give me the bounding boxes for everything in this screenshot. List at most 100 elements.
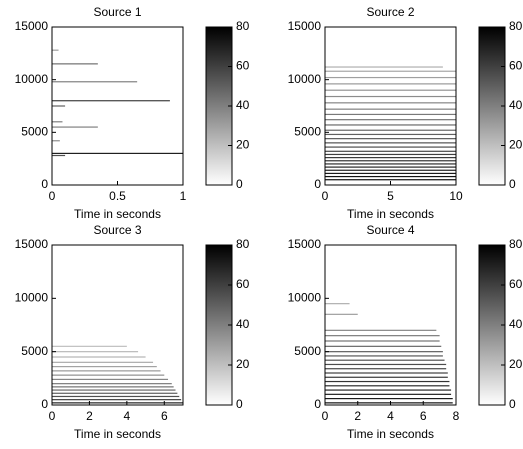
spectral-band xyxy=(325,340,440,342)
colorbar-tick-label: 80 xyxy=(236,19,250,33)
colorbar-tick-label: 80 xyxy=(509,237,523,251)
x-tick-label: 1 xyxy=(180,189,187,203)
plot-area xyxy=(325,27,456,185)
colorbar-tick-label: 20 xyxy=(236,357,250,371)
spectral-band xyxy=(325,385,450,387)
spectral-band xyxy=(52,370,161,372)
spectral-band xyxy=(52,351,139,353)
spectral-band xyxy=(52,140,60,142)
subplot-title: Source 1 xyxy=(93,5,141,19)
spectral-band xyxy=(325,380,450,383)
spectral-band xyxy=(325,335,440,337)
colorbar-tick-label: 0 xyxy=(509,177,516,191)
spectral-band xyxy=(325,363,447,366)
spectral-band xyxy=(52,100,170,102)
spectral-band xyxy=(325,95,456,98)
spectral-band xyxy=(325,351,443,353)
colorbar-tick-label: 20 xyxy=(236,138,250,152)
colorbar-tick-label: 60 xyxy=(509,277,523,291)
spectral-band xyxy=(325,372,448,374)
x-tick-label: 0 xyxy=(49,189,56,203)
colorbar xyxy=(205,26,233,186)
spectral-band xyxy=(52,395,180,398)
y-tick-label: 15000 xyxy=(15,19,49,33)
y-tick-label: 0 xyxy=(314,397,321,411)
spectral-band xyxy=(325,355,443,357)
y-tick-label: 15000 xyxy=(15,237,49,251)
spectral-band xyxy=(325,89,456,91)
spectral-band xyxy=(52,402,183,404)
colorbar-tick-label: 0 xyxy=(236,397,243,411)
spectral-band xyxy=(325,66,443,68)
subplot-title: Source 2 xyxy=(366,5,414,19)
x-tick-label: 4 xyxy=(387,409,394,423)
spectral-band xyxy=(325,163,456,165)
spectral-band xyxy=(52,126,98,128)
spectral-band xyxy=(325,389,452,391)
colorbar-tick-label: 40 xyxy=(236,98,250,112)
axes-frame xyxy=(51,244,184,406)
spectral-band xyxy=(325,76,456,79)
x-tick-label: 0 xyxy=(49,409,56,423)
y-tick-label: 10000 xyxy=(15,291,49,305)
spectral-band xyxy=(325,153,456,156)
spectral-band xyxy=(52,356,146,358)
spectral-band xyxy=(325,70,456,72)
spectral-band xyxy=(325,129,456,131)
spectral-band xyxy=(325,398,453,400)
spectral-band xyxy=(325,160,456,162)
y-tick-label: 0 xyxy=(41,177,48,191)
spectral-band xyxy=(325,166,456,168)
colorbar-tick-label: 20 xyxy=(509,357,523,371)
plot-area xyxy=(52,245,183,405)
spectral-band xyxy=(52,154,66,157)
spectral-band xyxy=(325,402,453,404)
spectral-band xyxy=(325,179,456,181)
x-axis-label: Time in seconds xyxy=(347,207,434,221)
spectral-band xyxy=(325,175,456,178)
x-tick-label: 10 xyxy=(449,189,463,203)
spectral-band xyxy=(52,374,165,376)
spectral-band xyxy=(52,366,157,368)
spectral-band xyxy=(325,108,456,110)
x-tick-label: 8 xyxy=(453,409,460,423)
colorbar-tick-label: 60 xyxy=(236,277,250,291)
colorbar-tick-label: 60 xyxy=(509,59,523,73)
y-tick-label: 5000 xyxy=(294,125,321,139)
spectral-band xyxy=(325,119,456,121)
spectral-band xyxy=(325,150,456,152)
colorbar-tick-label: 40 xyxy=(236,317,250,331)
spectral-band xyxy=(325,169,456,171)
colorbar-tick-label: 80 xyxy=(236,237,250,251)
spectrogram xyxy=(52,49,183,157)
x-axis-label: Time in seconds xyxy=(74,207,161,221)
x-axis-label: Time in seconds xyxy=(74,427,161,441)
spectral-band xyxy=(325,113,456,116)
spectral-band xyxy=(52,63,98,65)
x-tick-label: 0 xyxy=(322,189,329,203)
y-tick-label: 5000 xyxy=(21,344,48,358)
colorbar-tick-label: 0 xyxy=(509,397,516,411)
colorbar-tick-label: 40 xyxy=(509,98,523,112)
spectrogram xyxy=(325,303,453,404)
spectral-band xyxy=(52,378,169,380)
spectral-band xyxy=(325,83,456,85)
y-tick-label: 15000 xyxy=(288,237,322,251)
y-tick-label: 15000 xyxy=(288,19,322,33)
spectral-band xyxy=(325,313,358,315)
spectral-band xyxy=(52,399,182,401)
spectrogram xyxy=(325,66,456,181)
y-tick-label: 5000 xyxy=(21,125,48,139)
spectral-band xyxy=(325,146,456,148)
y-tick-label: 5000 xyxy=(294,344,321,358)
colorbar-tick-label: 40 xyxy=(509,317,523,331)
spectral-band xyxy=(52,152,183,154)
y-tick-label: 10000 xyxy=(15,72,49,86)
subplot-title: Source 3 xyxy=(93,223,141,237)
spectral-band xyxy=(325,376,448,378)
spectral-band xyxy=(52,49,59,51)
spectral-band xyxy=(52,383,172,385)
spectral-band xyxy=(325,133,456,136)
x-tick-label: 6 xyxy=(161,409,168,423)
